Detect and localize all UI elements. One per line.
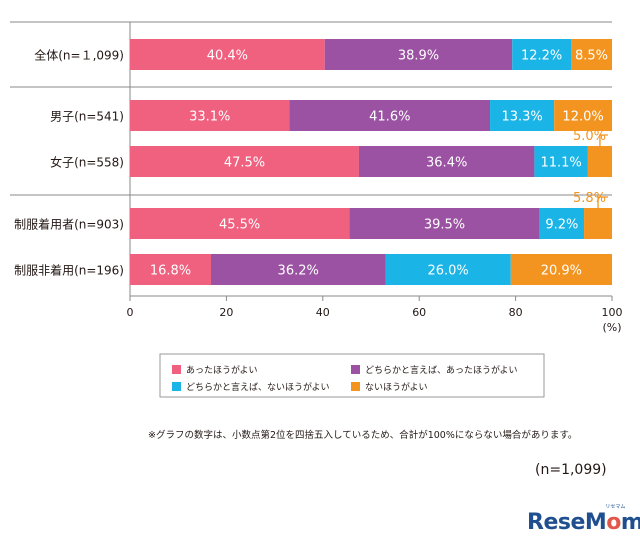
bar-segment [385,254,511,285]
legend: あったほうがよい どちらかと言えば、あったほうがよいどちらかと言えば、ないほうがよ… [159,353,545,398]
legend-label: ないほうがよい [365,381,428,393]
data-label-outside: 5.0% [573,129,606,144]
bar-segment [130,254,211,285]
bar-segment [130,39,325,70]
bar-segment [571,39,612,70]
data-label: 45.5% [219,218,260,233]
legend-label: どちらかと言えば、ないほうがよい [186,381,330,393]
stacked-bar-chart: 40.4% 38.9% 12.2% 8.5% 33.1% 41.6% 13.3% 12.0% 4… [10,21,623,398]
category-labels: 全体(n=１,099) 男子(n=541) 女子(n=558) 制服着用者(n=903… [14,48,124,278]
data-label: 40.4% [207,49,248,64]
footnote: ※グラフの数字は、小数点第2位を四捨五入しているため、合計が100%にならない場… [148,430,578,441]
bar-segment [358,146,535,177]
bar-segment [510,254,612,285]
data-label-outside: 5.8% [573,191,606,206]
bar-segment [349,208,540,239]
x-tick-label: 20 [219,306,233,319]
data-label: 20.9% [541,264,582,279]
bar-segment [539,208,585,239]
x-tick-label: 80 [509,306,523,319]
x-tick-label: 0 [127,306,134,319]
resemom-logo: ReseMom リセマム [527,504,640,535]
data-label: 36.2% [278,264,319,279]
bar-segment [490,100,555,131]
logo-text-b: m [620,510,640,535]
x-tick-label: 40 [316,306,330,319]
x-unit-label: (%) [602,321,621,334]
x-tick-label: 60 [412,306,426,319]
bar-segment [584,208,612,239]
bar-segment [554,100,612,131]
data-label: 41.6% [369,110,410,125]
data-label: 12.0% [562,110,603,125]
legend-label: どちらかと言えば、あったほうがよい [365,364,518,376]
logo-text-a: ReseM [527,510,607,535]
data-label: 11.1% [540,156,581,171]
legend-swatch [172,365,181,374]
data-label: 47.5% [224,156,265,171]
bar-segment [130,100,290,131]
category-label: 女子(n=558) [50,155,124,170]
bar-segment [512,39,572,70]
logo-text-o: o [606,510,621,535]
data-label: 33.1% [189,110,230,125]
legend-swatch [351,382,360,391]
data-label: 38.9% [398,49,439,64]
leader-line [599,134,608,149]
bar-segment [324,39,513,70]
bar-segment [130,208,350,239]
category-label: 男子(n=541) [50,110,124,124]
x-axis: 0 20 40 60 80 100 (%) [127,296,623,334]
data-label: 16.8% [150,264,191,279]
x-tick-label: 100 [602,306,623,319]
data-label: 39.5% [424,218,465,233]
bar-segment [289,100,491,131]
bar-segment [210,254,386,285]
category-label: 制服非着用(n=196) [14,263,124,278]
bars-layer: 40.4% 38.9% 12.2% 8.5% 33.1% 41.6% 13.3% 12.0% 4… [130,39,612,285]
bar-segment [587,146,612,177]
leader-line [597,196,608,211]
legend-swatch [351,365,360,374]
data-label: 36.4% [426,156,467,171]
data-label: 9.2% [545,218,578,233]
category-label: 制服着用者(n=903) [14,217,124,232]
data-label: 13.3% [501,110,542,125]
data-label: 8.5% [575,49,608,64]
total-sample-size: (n=1,099) [535,462,607,478]
data-label: 26.0% [427,264,468,279]
data-label: 12.2% [521,49,562,64]
category-label: 全体(n=１,099) [34,48,124,63]
bar-segment [130,146,359,177]
legend-swatch [172,382,181,391]
bar-segment [534,146,588,177]
legend-label: あったほうがよい [186,364,258,376]
logo-kana: リセマム [605,504,626,510]
